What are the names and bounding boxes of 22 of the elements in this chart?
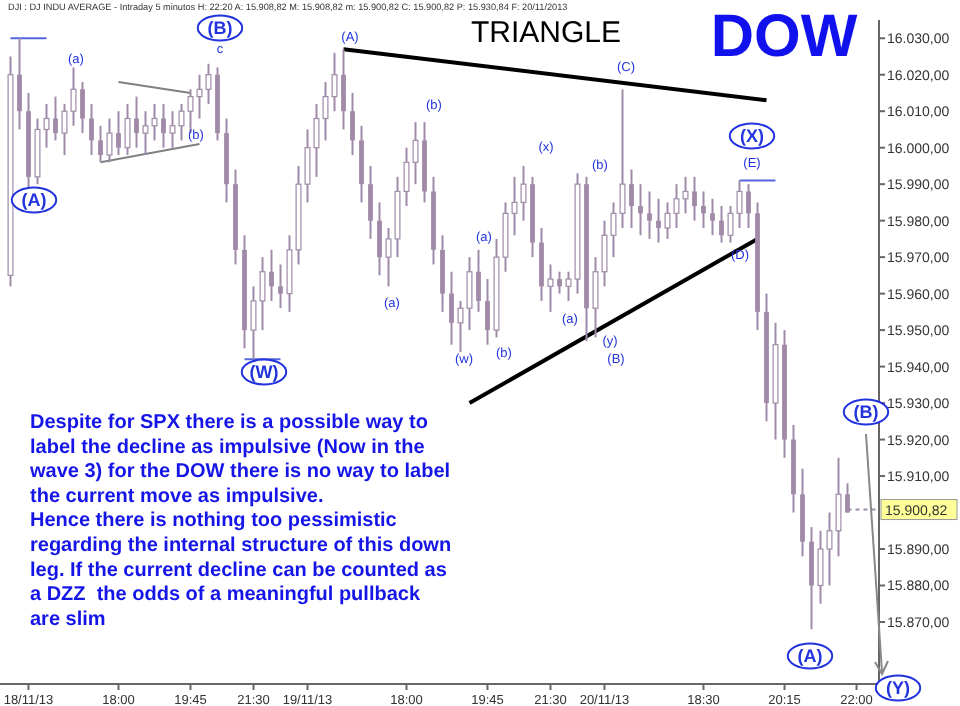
- candlestick: [106, 117, 113, 164]
- candlestick: [368, 164, 373, 240]
- candlestick: [800, 467, 805, 558]
- annotation: (A): [797, 646, 823, 667]
- annotation: (W): [249, 362, 279, 383]
- annotation: (B): [207, 18, 233, 39]
- candlestick: [701, 190, 706, 229]
- chart-title: DOW: [710, 4, 859, 70]
- candlestick: [710, 197, 715, 237]
- annotation: (B): [853, 402, 879, 423]
- candlestick: [124, 102, 131, 156]
- annotation: TRIANGLE: [470, 16, 622, 50]
- candlestick: [359, 124, 364, 204]
- candlestick: [440, 234, 445, 313]
- candlestick: [89, 102, 94, 156]
- candlestick: [638, 183, 643, 237]
- text: (Y): [886, 678, 910, 699]
- annotation: (X): [740, 126, 764, 147]
- candlestick: [647, 190, 652, 240]
- text: Despite for SPX there is a possible way to label the decline as impulsive (Now in the wave 3) for the DOW there is no way to label the current move as impulsive. Hence there is nothing too pessimistic regarding the internal structure of this down leg. If the current decline can be counted as a DZZ the odds of a meaningful pullback are slim: [30, 412, 452, 631]
- candlestick: [350, 91, 355, 156]
- annotation: (A): [21, 190, 47, 211]
